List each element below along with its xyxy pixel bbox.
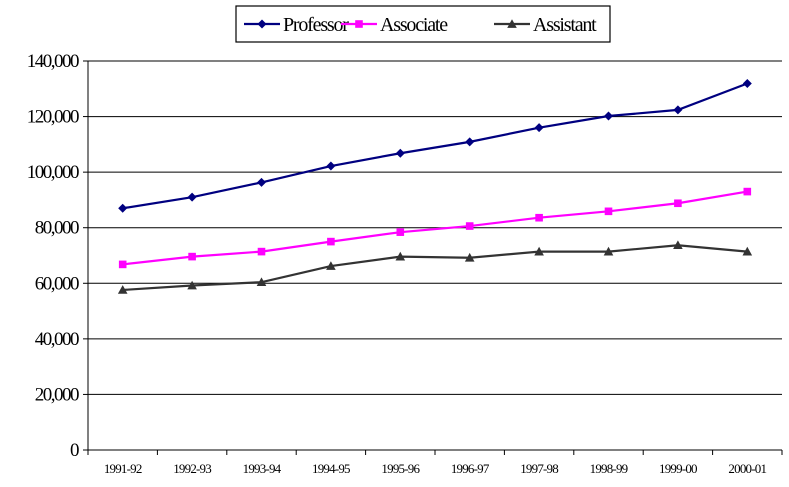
professor-data-point (673, 105, 683, 115)
axes (83, 60, 783, 455)
professor-data-point (187, 192, 197, 202)
x-tick-label: 1994-95 (312, 461, 350, 476)
assistant-legend-marker (507, 19, 517, 28)
associate-data-point (535, 213, 543, 222)
assistant-data-point (256, 277, 267, 287)
professor-legend-marker (257, 19, 267, 29)
professor-data-point (742, 79, 752, 89)
x-tick-label: 1991-92 (104, 461, 142, 476)
x-tick-label: 1995-96 (381, 461, 420, 476)
professor-legend-label: Professor (283, 14, 349, 36)
y-tick-label: 100,000 (27, 162, 79, 183)
assistant-data-point (673, 240, 683, 250)
associate-data-point (674, 199, 682, 208)
professor-series-line (122, 82, 748, 210)
associate-data-point (118, 260, 127, 269)
y-tick-label: 20,000 (35, 384, 79, 405)
associate-data-point (257, 247, 266, 256)
associate-legend-marker (355, 20, 363, 28)
y-tick-label: 0 (70, 440, 79, 461)
associate-data-point (465, 222, 474, 230)
gridlines (88, 60, 782, 395)
x-tick-label: 1999-00 (659, 461, 697, 476)
x-tick-label: 1992-93 (173, 461, 211, 476)
assistant-data-point (742, 246, 753, 256)
y-tick-label: 120,000 (27, 107, 79, 128)
y-axis-tick-labels: 0 20,000 40,000 60,000 80,000 100,000 120,000 1… (27, 51, 81, 461)
assistant-data-point (117, 285, 128, 294)
assistant-data-point (187, 280, 197, 290)
professor-data-point (395, 148, 405, 158)
associate-series-line (122, 190, 748, 266)
professor-data-point (257, 177, 266, 187)
y-tick-label: 40,000 (35, 329, 79, 350)
professor-data-point (118, 203, 128, 213)
associate-data-point (188, 252, 196, 261)
assistant-data-point (534, 246, 544, 256)
assistant-data-point (395, 251, 406, 261)
y-tick-label: 80,000 (35, 218, 79, 239)
legend: Professor Associate Assistant (235, 5, 611, 43)
x-tick-label: 1996-97 (451, 461, 490, 476)
x-tick-label: 1997-98 (520, 461, 558, 476)
professor-data-point (465, 137, 475, 147)
assistant-legend-label: Assistant (533, 14, 597, 36)
x-tick-label: 1998-99 (590, 461, 628, 476)
x-axis-tick-labels: 1991-92 1992-93 1993-94 1994-95 1995-96 1996-… (104, 461, 767, 476)
y-tick-label: 140,000 (27, 51, 79, 72)
x-tick-label: 2000-01 (728, 461, 766, 476)
associate-data-point (396, 228, 405, 236)
y-tick-label: 60,000 (35, 273, 79, 294)
associate-data-point (743, 187, 752, 196)
professor-data-point (326, 161, 336, 171)
associate-legend-label: Associate (380, 14, 448, 36)
assistant-data-point (464, 252, 475, 262)
x-tick-label: 1993-94 (243, 461, 282, 476)
assistant-data-point (326, 261, 336, 270)
assistant-series-line (122, 244, 748, 292)
professor-data-point (534, 123, 544, 133)
associate-data-point (327, 237, 335, 246)
legend-box (235, 5, 611, 43)
professor-data-point (604, 111, 613, 121)
series-lines (117, 79, 753, 294)
associate-data-point (604, 207, 613, 216)
assistant-data-point (603, 246, 614, 256)
